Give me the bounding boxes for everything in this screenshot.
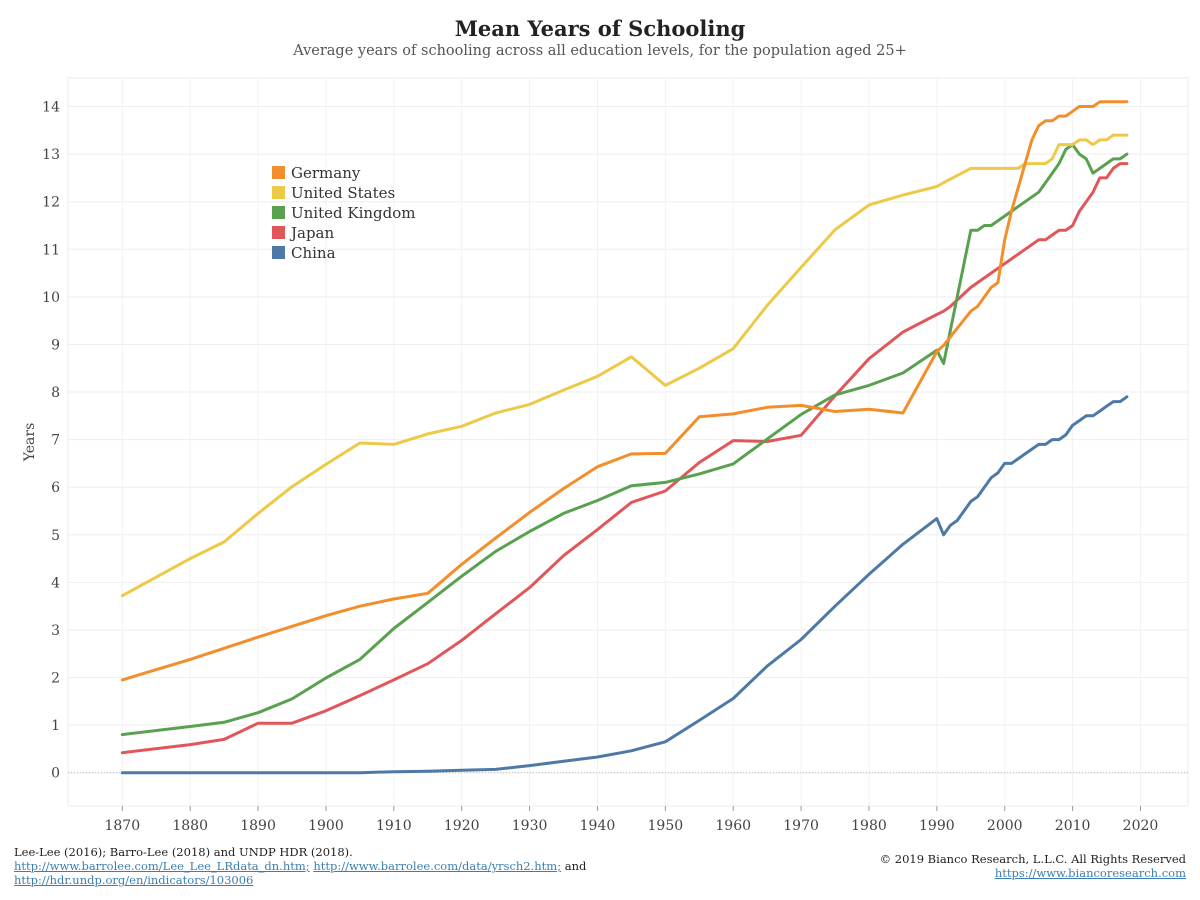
source-link-undp[interactable]: http://hdr.undp.org/en/indicators/103006 (14, 873, 254, 887)
x-tick-label: 1880 (172, 818, 208, 834)
x-tick-label: 1900 (308, 818, 344, 834)
y-tick-label: 10 (42, 290, 60, 306)
series-lines (120, 100, 1129, 775)
x-tick-label: 1920 (444, 818, 480, 834)
x-tick-label: 1980 (851, 818, 887, 834)
series-line-united-kingdom (120, 143, 1129, 737)
y-tick-label: 0 (51, 766, 60, 782)
y-tick-label: 1 (51, 718, 60, 734)
x-tick-label: 2020 (1123, 818, 1159, 834)
y-tick-label: 9 (51, 337, 60, 353)
x-tick-label: 1940 (580, 818, 616, 834)
series-line-germany (120, 100, 1129, 682)
legend-label-japan: Japan (289, 224, 335, 242)
legend-swatch-united-kingdom (272, 206, 285, 219)
plot-frame (67, 77, 1189, 807)
legend-swatch-japan (272, 226, 285, 239)
chart-title: Mean Years of Schooling (454, 16, 746, 41)
source-links: http://www.barrolee.com/Lee_Lee_LRdata_d… (14, 859, 586, 873)
x-tick-label: 2010 (1055, 818, 1091, 834)
gridlines (67, 77, 1189, 807)
y-tick-label: 5 (51, 528, 60, 544)
legend-swatch-china (272, 246, 285, 259)
x-tick-label: 1890 (240, 818, 276, 834)
y-tick-label: 3 (51, 623, 60, 639)
y-tick-label: 13 (42, 147, 60, 163)
y-tick-label: 6 (51, 480, 60, 496)
source-link-barro-lee[interactable]: http://www.barrolee.com/data/yrsch2.htm; (313, 859, 562, 873)
x-tick-label: 1960 (715, 818, 751, 834)
x-tick-label: 1990 (919, 818, 955, 834)
legend-swatch-germany (272, 166, 285, 179)
x-tick-label: 1930 (512, 818, 548, 834)
source-link-lee-lee[interactable]: http://www.barrolee.com/Lee_Lee_LRdata_d… (14, 859, 310, 873)
y-axis-title: Years (22, 423, 38, 463)
legend: Germany United States United Kingdom Japan C… (272, 164, 416, 262)
y-tick-label: 12 (42, 195, 60, 211)
y-tick-label: 11 (42, 242, 60, 258)
legend-label-germany: Germany (291, 164, 361, 182)
x-tick-label: 1870 (104, 818, 140, 834)
source-and-text: and (564, 859, 587, 873)
y-tick-label: 2 (51, 671, 60, 687)
x-tick-label: 1950 (648, 818, 684, 834)
source-note: Lee-Lee (2016); Barro-Lee (2018) and UND… (14, 845, 586, 887)
legend-swatch-united-states (272, 186, 285, 199)
copyright-block: © 2019 Bianco Research, L.L.C. All Right… (880, 852, 1186, 880)
series-line-united-states (120, 133, 1129, 598)
series-line-japan (120, 162, 1129, 755)
legend-label-china: China (291, 244, 336, 262)
y-tick-label: 8 (51, 385, 60, 401)
x-axis-ticks: 1870 1880 1890 1900 1910 1920 1930 1940 1950 1960… (104, 806, 1158, 834)
legend-label-united-kingdom: United Kingdom (291, 204, 416, 222)
y-tick-label: 7 (51, 433, 60, 449)
x-tick-label: 1910 (376, 818, 412, 834)
source-line: Lee-Lee (2016); Barro-Lee (2018) and UND… (14, 845, 353, 859)
x-tick-label: 1970 (783, 818, 819, 834)
series-line-china (120, 395, 1129, 775)
x-tick-label: 2000 (987, 818, 1023, 834)
legend-label-united-states: United States (291, 184, 395, 202)
copyright-text: © 2019 Bianco Research, L.L.C. All Right… (879, 852, 1186, 866)
y-tick-label: 14 (42, 100, 60, 116)
chart-subtitle: Average years of schooling across all ed… (293, 43, 907, 59)
y-tick-label: 4 (51, 575, 60, 591)
website-link[interactable]: https://www.biancoresearch.com (994, 866, 1186, 880)
